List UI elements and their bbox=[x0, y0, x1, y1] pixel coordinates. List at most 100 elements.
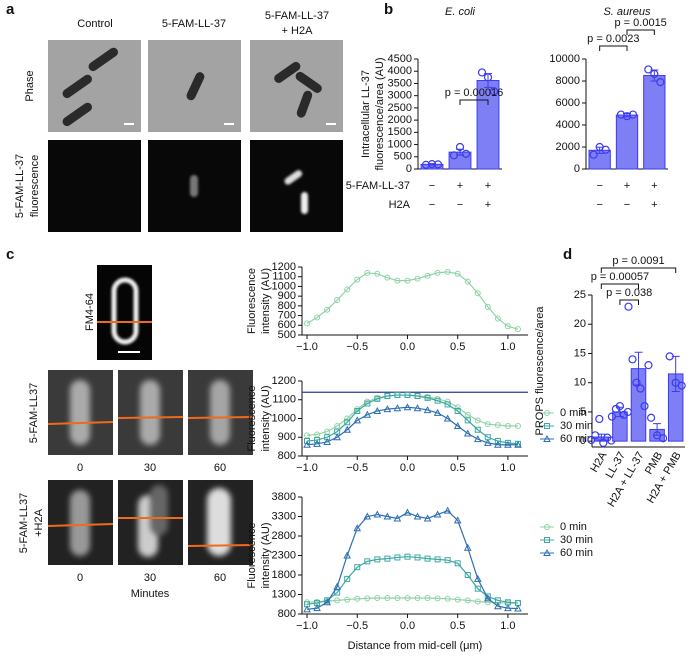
y-tick-label: 1000 bbox=[272, 412, 296, 424]
significance-bracket bbox=[619, 299, 639, 305]
marker bbox=[494, 422, 501, 429]
x-tick-label: 0.5 bbox=[450, 462, 465, 474]
y-tick-label: 2300 bbox=[272, 549, 296, 561]
y-axis-label: Fluorescence bbox=[246, 385, 258, 451]
marker bbox=[354, 408, 361, 414]
data-point bbox=[427, 160, 437, 169]
legend-label: 60 min bbox=[560, 547, 593, 559]
y-axis-label: intensity (AU) bbox=[260, 385, 272, 451]
series-line bbox=[306, 271, 519, 330]
bar bbox=[643, 75, 666, 170]
marker bbox=[313, 439, 321, 447]
marker bbox=[444, 595, 451, 602]
marker bbox=[444, 557, 451, 564]
x-tick-label: 0.0 bbox=[400, 341, 415, 353]
marker bbox=[433, 408, 442, 416]
marker bbox=[454, 270, 461, 277]
table-cell: − bbox=[429, 199, 435, 211]
series-line bbox=[306, 597, 518, 604]
legend-label: 30 min bbox=[560, 534, 593, 546]
marker bbox=[464, 411, 471, 418]
marker bbox=[393, 514, 402, 522]
marker bbox=[354, 564, 361, 571]
marker bbox=[344, 286, 351, 293]
marker bbox=[363, 410, 372, 418]
y-tick-label: 5 bbox=[580, 406, 586, 418]
marker bbox=[334, 589, 341, 596]
marker bbox=[373, 510, 382, 518]
marker bbox=[454, 560, 461, 567]
column-header: + H2A bbox=[282, 25, 314, 37]
y-tick-label: 1200 bbox=[272, 261, 296, 273]
panel-label: a bbox=[6, 1, 15, 18]
y-tick-label: 900 bbox=[278, 290, 296, 302]
marker bbox=[394, 277, 401, 284]
marker bbox=[384, 595, 391, 602]
marker bbox=[474, 598, 481, 605]
marker bbox=[434, 556, 441, 563]
data-point bbox=[589, 150, 598, 159]
data-point bbox=[433, 160, 443, 169]
y-tick-label: 2800 bbox=[272, 530, 296, 542]
marker bbox=[404, 392, 411, 399]
data-point bbox=[636, 384, 645, 393]
panel-label: c bbox=[6, 246, 14, 263]
chart-title: E. coli bbox=[445, 6, 476, 18]
marker bbox=[344, 596, 351, 603]
y-axis-label: Fluorescence bbox=[246, 268, 258, 334]
marker bbox=[544, 423, 550, 429]
data-point bbox=[624, 302, 633, 311]
y-axis-label: fluorescence/area (AU) bbox=[374, 57, 386, 170]
table-row-label: 5-FAM-LL-37 bbox=[346, 180, 410, 192]
marker bbox=[393, 404, 402, 412]
column-header: Control bbox=[77, 18, 112, 30]
table-cell: + bbox=[651, 199, 657, 211]
marker bbox=[504, 439, 511, 446]
y-tick-label: 15 bbox=[574, 347, 586, 359]
table-cell: − bbox=[457, 199, 463, 211]
column-header: 5-FAM-LL-37 bbox=[162, 18, 226, 30]
marker bbox=[374, 270, 381, 277]
image-label: FM4-64 bbox=[84, 293, 96, 331]
marker bbox=[353, 416, 362, 424]
marker bbox=[364, 400, 371, 407]
data-point bbox=[595, 414, 604, 424]
marker bbox=[364, 558, 371, 565]
y-axis-label: Fluorescence bbox=[246, 522, 258, 588]
marker bbox=[383, 405, 392, 413]
table-cell: + bbox=[485, 180, 491, 192]
y-tick-label: 900 bbox=[278, 431, 296, 443]
y-tick-label: 10 bbox=[574, 377, 586, 389]
y-tick-label: 25 bbox=[574, 289, 586, 301]
x-tick-label: 1.0 bbox=[500, 620, 515, 632]
marker bbox=[454, 404, 461, 411]
data-point bbox=[632, 378, 641, 387]
data-point bbox=[615, 401, 625, 411]
marker bbox=[484, 599, 491, 606]
data-point bbox=[640, 401, 649, 411]
marker bbox=[454, 596, 461, 603]
marker bbox=[414, 595, 421, 602]
y-tick-label: 600 bbox=[278, 319, 296, 331]
marker bbox=[374, 595, 381, 602]
y-tick-label: 4000 bbox=[388, 65, 412, 77]
data-point bbox=[677, 381, 686, 390]
y-tick-label: 800 bbox=[278, 450, 296, 462]
marker bbox=[444, 401, 451, 408]
series-line bbox=[306, 509, 518, 610]
marker bbox=[444, 268, 451, 275]
marker bbox=[374, 556, 381, 563]
marker bbox=[504, 440, 512, 448]
data-point bbox=[449, 151, 459, 160]
time-label: 30 bbox=[144, 572, 156, 584]
row-label: fluorescence bbox=[29, 155, 41, 217]
y-tick-label: 0 bbox=[406, 163, 412, 175]
marker bbox=[334, 423, 341, 429]
marker bbox=[424, 394, 431, 401]
marker bbox=[494, 602, 502, 610]
table-row-label: H2A bbox=[389, 199, 411, 211]
table-cell: − bbox=[624, 199, 630, 211]
table-cell: − bbox=[596, 180, 602, 192]
row-label: +H2A bbox=[33, 508, 45, 536]
